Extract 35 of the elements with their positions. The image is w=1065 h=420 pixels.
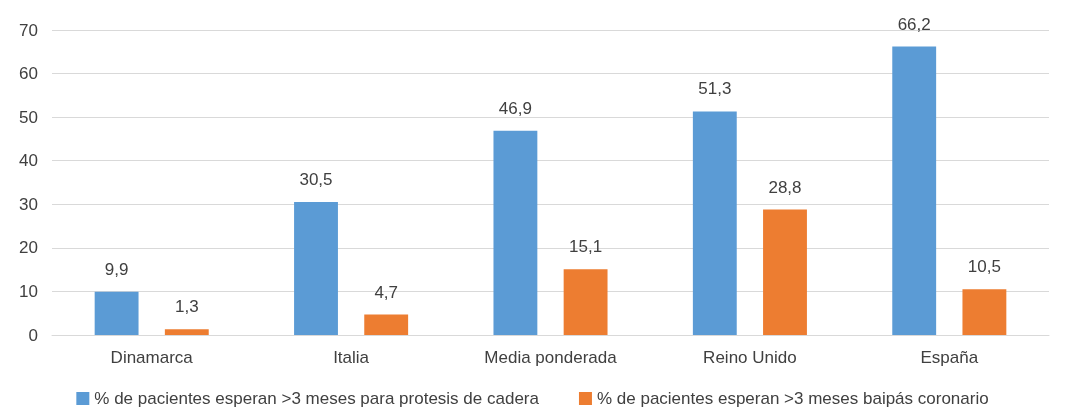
data-label: 30,5 xyxy=(299,170,333,190)
bar xyxy=(294,202,338,335)
data-label: 66,2 xyxy=(897,14,931,34)
bar xyxy=(94,291,139,335)
x-tick-label: Media ponderada xyxy=(484,348,618,367)
bar xyxy=(692,111,737,335)
bar xyxy=(892,46,937,335)
bar xyxy=(364,314,409,335)
bar xyxy=(164,329,209,335)
legend-label: % de pacientes esperan >3 meses para protesis de cadera xyxy=(94,389,540,408)
data-label: 51,3 xyxy=(698,79,732,99)
data-label: 9,9 xyxy=(104,259,129,279)
data-label: 10,5 xyxy=(967,257,1001,277)
y-tick-label: 70 xyxy=(19,20,38,40)
legend-label: % de pacientes esperan >3 meses baipás coronario xyxy=(596,389,989,408)
data-label: 4,7 xyxy=(374,282,399,302)
data-label: 28,8 xyxy=(768,177,802,197)
bar xyxy=(563,269,608,335)
data-label: 1,3 xyxy=(174,297,199,317)
x-tick-label: Dinamarca xyxy=(110,348,194,367)
bar xyxy=(962,289,1007,335)
y-tick-label: 60 xyxy=(19,64,38,84)
y-tick-label: 0 xyxy=(28,325,38,345)
x-tick-label: España xyxy=(920,348,979,367)
data-label: 15,1 xyxy=(569,237,603,257)
bar xyxy=(763,209,807,335)
y-tick-label: 10 xyxy=(19,281,38,301)
data-label: 46,9 xyxy=(498,98,532,118)
y-tick-label: 20 xyxy=(19,238,38,258)
y-tick-label: 40 xyxy=(19,151,38,171)
x-tick-label: Reino Unido xyxy=(703,348,797,367)
y-tick-label: 50 xyxy=(19,107,38,127)
x-tick-label: Italia xyxy=(333,348,370,367)
bar xyxy=(493,130,538,335)
y-tick-label: 30 xyxy=(19,194,38,214)
